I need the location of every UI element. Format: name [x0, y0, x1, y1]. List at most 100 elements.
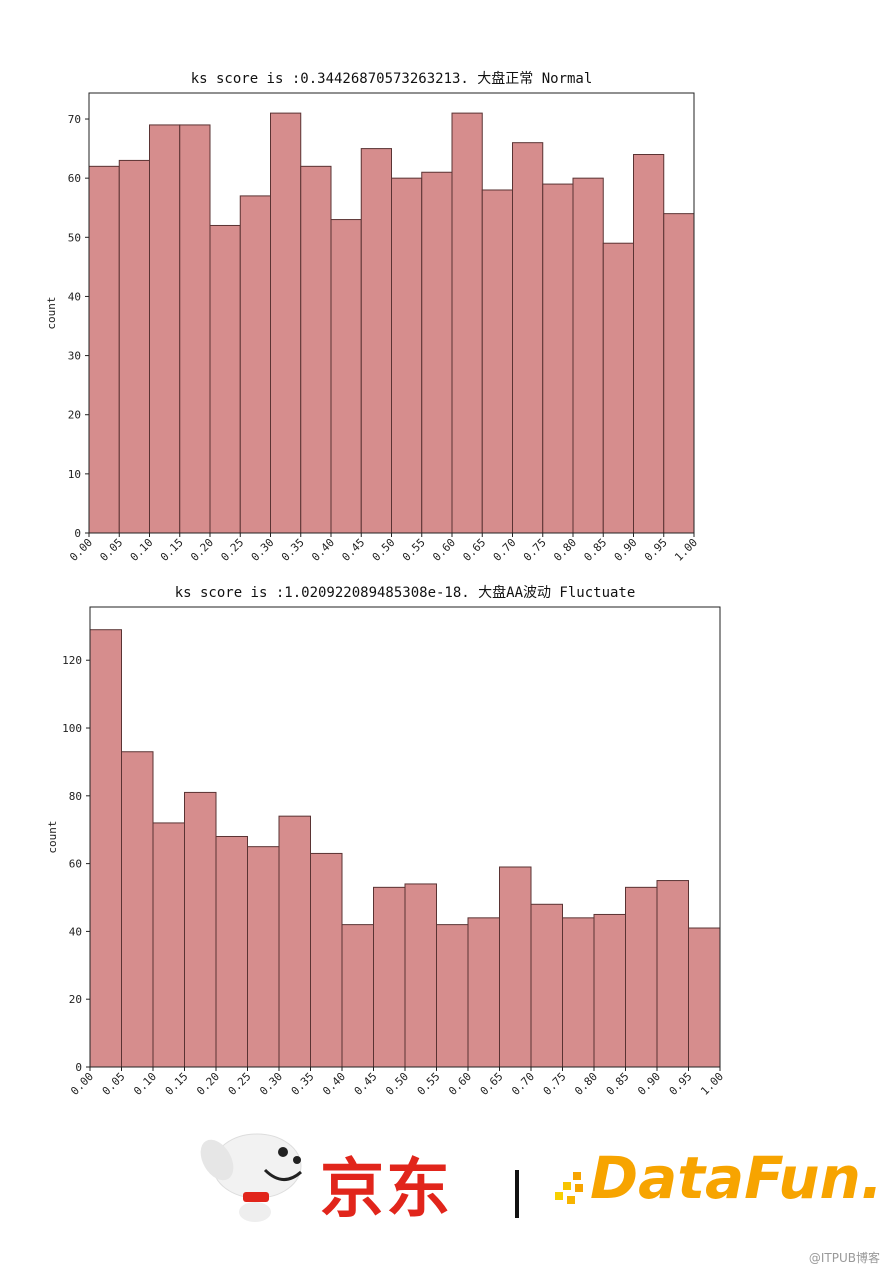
x-tick-label: 0.90: [635, 1070, 663, 1098]
histogram-bar: [625, 886, 658, 1068]
histogram-bar: [179, 124, 211, 534]
histogram-bar: [152, 822, 185, 1068]
histogram-bar: [404, 883, 437, 1068]
histogram-bar: [512, 142, 544, 534]
datafun-dots-icon: [555, 1172, 583, 1204]
x-tick-label: 0.00: [67, 536, 95, 564]
histogram-bar: [451, 112, 483, 534]
histogram-bar: [89, 629, 122, 1068]
histogram-bar: [121, 751, 154, 1068]
x-tick-label: 0.40: [309, 536, 337, 564]
histogram-bar: [239, 195, 271, 534]
x-tick-label: 0.80: [572, 1070, 600, 1098]
x-tick-label: 0.70: [509, 1070, 537, 1098]
histogram-bar: [330, 219, 362, 534]
histogram-bar: [209, 224, 241, 534]
jd-mascot-icon: [200, 1133, 302, 1222]
x-tick-label: 0.15: [158, 536, 186, 564]
x-tick-label: 0.35: [289, 1070, 317, 1098]
x-tick-label: 1.00: [698, 1070, 726, 1098]
x-tick-label: 0.05: [100, 1070, 128, 1098]
x-tick-label: 0.25: [226, 1070, 254, 1098]
x-tick-label: 0.30: [249, 536, 277, 564]
x-tick-label: 0.45: [339, 536, 367, 564]
histogram-bar: [184, 791, 217, 1068]
x-tick-label: 0.15: [163, 1070, 191, 1098]
y-tick-label: 80: [69, 790, 82, 803]
x-tick-label: 0.10: [131, 1070, 159, 1098]
y-tick-label: 0: [74, 527, 81, 540]
x-tick-label: 0.50: [370, 536, 398, 564]
x-tick-label: 0.20: [194, 1070, 222, 1098]
histogram-bar: [633, 154, 665, 534]
x-tick-label: 0.55: [415, 1070, 443, 1098]
histogram-bar: [663, 213, 695, 534]
y-axis-label: count: [45, 296, 58, 329]
chart-title: ks score is :0.3442687057326321З. 大盘正常 N…: [191, 70, 593, 87]
histogram-bar: [562, 917, 595, 1068]
x-tick-label: 0.60: [430, 536, 458, 564]
x-tick-label: 0.95: [667, 1070, 695, 1098]
x-tick-label: 0.75: [521, 536, 549, 564]
watermark: @ITPUB博客: [808, 1251, 880, 1265]
x-tick-label: 0.65: [460, 536, 488, 564]
x-tick-label: 0.85: [581, 536, 609, 564]
histogram-bar: [467, 917, 500, 1068]
x-tick-label: 0.05: [97, 536, 125, 564]
histogram-bar: [310, 852, 343, 1068]
histogram-bar: [88, 165, 120, 534]
histogram-bar: [118, 159, 150, 534]
x-tick-label: 0.60: [446, 1070, 474, 1098]
y-tick-label: 40: [69, 925, 82, 938]
histogram-bar: [149, 124, 181, 534]
x-tick-label: 0.10: [128, 536, 156, 564]
histogram-bar: [436, 924, 469, 1068]
y-axis-label: count: [46, 820, 59, 853]
datafun-logo-text: DataFun.: [590, 1144, 883, 1212]
y-tick-label: 0: [75, 1061, 82, 1074]
histogram-bar: [215, 835, 248, 1068]
jd-logo-text: 京东: [320, 1153, 452, 1227]
histogram-bar: [688, 927, 721, 1068]
x-tick-label: 0.95: [642, 536, 670, 564]
histogram-bar: [360, 148, 392, 534]
x-tick-label: 1.00: [672, 536, 700, 564]
y-tick-label: 50: [68, 231, 81, 244]
x-tick-label: 0.25: [218, 536, 246, 564]
histogram-bar: [278, 815, 311, 1068]
logo-separator: [515, 1170, 519, 1218]
x-tick-label: 0.65: [478, 1070, 506, 1098]
x-tick-label: 0.75: [541, 1070, 569, 1098]
histogram-bar: [542, 183, 574, 534]
histogram-bar: [300, 165, 332, 534]
footer-logos: 京东 DataFun.: [195, 1130, 883, 1227]
histogram-bar: [391, 177, 423, 534]
histogram-bar: [499, 866, 532, 1068]
x-tick-label: 0.70: [491, 536, 519, 564]
histogram-bar: [602, 242, 634, 534]
x-tick-label: 0.80: [551, 536, 579, 564]
y-tick-label: 60: [69, 858, 82, 871]
x-tick-label: 0.85: [604, 1070, 632, 1098]
histogram-bar: [247, 846, 280, 1068]
histogram-bar: [656, 880, 689, 1068]
y-tick-label: 100: [62, 722, 82, 735]
histogram-bar: [530, 903, 563, 1068]
x-tick-label: 0.20: [188, 536, 216, 564]
histogram-bar: [270, 112, 302, 534]
histogram-bar: [572, 177, 604, 534]
histogram-bar: [421, 171, 453, 534]
y-tick-label: 70: [68, 113, 81, 126]
histogram-bar: [481, 189, 513, 534]
y-tick-label: 20: [69, 993, 82, 1006]
histogram-bar: [341, 924, 374, 1068]
chart-title: ks score is :1.020922089485308e-18. 大盘AA…: [175, 584, 636, 601]
x-tick-label: 0.40: [320, 1070, 348, 1098]
x-tick-label: 0.90: [612, 536, 640, 564]
histogram-bar: [373, 886, 406, 1068]
histogram-bar: [593, 913, 626, 1068]
x-tick-label: 0.50: [383, 1070, 411, 1098]
y-tick-label: 40: [68, 290, 81, 303]
y-tick-label: 120: [62, 654, 82, 667]
